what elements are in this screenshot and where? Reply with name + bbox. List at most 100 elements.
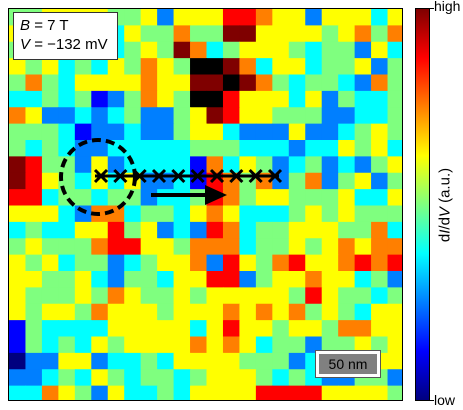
heatmap-cell	[272, 336, 290, 354]
heatmap-cell	[140, 205, 158, 223]
heatmap-cell	[338, 385, 356, 400]
heatmap-cell	[157, 287, 175, 305]
heatmap-cell	[239, 336, 257, 354]
heatmap-cell	[222, 74, 241, 92]
heatmap-cell	[305, 90, 323, 108]
heatmap-cell	[173, 74, 191, 92]
heatmap-cell	[9, 90, 27, 108]
heatmap-cell	[371, 41, 389, 59]
heatmap-cell	[321, 221, 339, 239]
heatmap-cell	[107, 352, 125, 370]
heatmap-cell	[222, 352, 241, 370]
heatmap-cell	[190, 238, 208, 256]
heatmap-cell	[321, 9, 339, 26]
heatmap-cell	[9, 123, 27, 141]
heatmap-cell	[91, 74, 109, 92]
marker-x-icon	[267, 168, 283, 184]
heatmap-cell	[354, 271, 372, 288]
heatmap-cell	[173, 271, 191, 288]
heatmap-cell	[239, 25, 257, 43]
heatmap-cell	[41, 336, 59, 354]
heatmap-cell	[338, 221, 356, 239]
heatmap-cell	[305, 189, 323, 207]
heatmap-cell	[255, 205, 273, 223]
heatmap-cell	[9, 303, 27, 321]
heatmap-cell	[140, 303, 158, 321]
heatmap-cell	[91, 369, 109, 387]
heatmap-cell	[157, 107, 175, 125]
heatmap-cell	[387, 254, 402, 272]
heatmap-cell	[222, 123, 241, 141]
heatmap-cell	[222, 369, 241, 387]
heatmap-cell	[190, 352, 208, 370]
heatmap-cell	[272, 41, 290, 59]
heatmap-cell	[239, 205, 257, 223]
axis-unit: (a.u.)	[436, 167, 454, 208]
heatmap-cell	[190, 58, 208, 76]
heatmap-cell	[41, 287, 59, 305]
heatmap-cell	[140, 156, 158, 174]
heatmap-cell	[387, 107, 402, 125]
marker-x-icon	[190, 168, 205, 184]
heatmap-cell	[41, 90, 59, 108]
heatmap-cell	[58, 205, 76, 223]
heatmap-cell	[305, 107, 323, 125]
heatmap-cell	[157, 320, 175, 338]
heatmap-cell	[387, 123, 402, 141]
heatmap-cell	[9, 385, 27, 400]
heatmap-cell	[58, 254, 76, 272]
heatmap-cell	[74, 221, 92, 239]
heatmap-cell	[173, 369, 191, 387]
heatmap-cell	[190, 9, 208, 26]
heatmap-cell	[371, 336, 389, 354]
heatmap-cell	[190, 25, 208, 43]
marker-x-icon	[248, 168, 263, 184]
voltage-value: = −132 mV	[34, 36, 108, 53]
heatmap-cell	[206, 271, 224, 288]
heatmap-cell	[255, 385, 273, 400]
heatmap-cell	[222, 287, 241, 305]
heatmap-cell	[206, 123, 224, 141]
heatmap-cell	[190, 41, 208, 59]
heatmap-cell	[288, 107, 306, 125]
heatmap-cell	[288, 189, 306, 207]
heatmap-cell	[288, 303, 306, 321]
heatmap-cell	[157, 271, 175, 288]
heatmap-cell	[91, 156, 109, 174]
heatmap-cell	[74, 123, 92, 141]
heatmap-cell	[41, 74, 59, 92]
heatmap-cell	[124, 369, 142, 387]
field-value: = 7 T	[34, 17, 69, 34]
marker-x-icon	[113, 168, 128, 184]
heatmap-cell	[371, 107, 389, 125]
heatmap-cell	[387, 271, 402, 288]
heatmap-cell	[124, 238, 142, 256]
heatmap-cell	[25, 107, 43, 125]
heatmap-cell	[157, 238, 175, 256]
heatmap-cell	[321, 320, 339, 338]
heatmap-cell	[41, 271, 59, 288]
heatmap-cell	[371, 189, 389, 207]
heatmap-cell	[107, 90, 125, 108]
heatmap-cell	[305, 156, 323, 174]
heatmap-cell	[124, 156, 142, 174]
heatmap-cell	[239, 41, 257, 59]
heatmap-cell	[157, 205, 175, 223]
heatmap-cell	[239, 271, 257, 288]
heatmap-cell	[173, 123, 191, 141]
heatmap-cell	[321, 238, 339, 256]
colorbar	[415, 8, 430, 401]
heatmap-cell	[255, 25, 273, 43]
heatmap-cell	[206, 9, 224, 26]
heatmap-cell	[288, 385, 306, 400]
heatmap-cell	[206, 25, 224, 43]
heatmap-cell	[173, 90, 191, 108]
heatmap-cell	[354, 205, 372, 223]
heatmap-cell	[387, 352, 402, 370]
heatmap-cell	[288, 336, 306, 354]
heatmap-cell	[190, 385, 208, 400]
heatmap-cell	[41, 58, 59, 76]
heatmap-cell	[305, 58, 323, 76]
heatmap-cell	[387, 172, 402, 190]
heatmap-cell	[239, 221, 257, 239]
